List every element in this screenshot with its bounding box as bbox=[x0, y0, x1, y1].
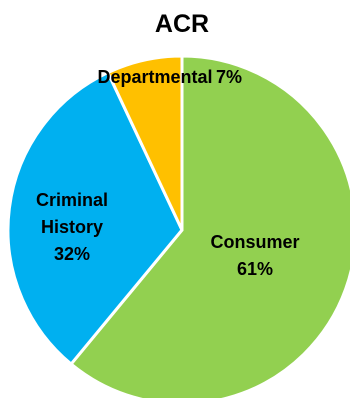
pie-slice-departmental bbox=[106, 54, 184, 232]
pie-slice-consumer bbox=[69, 54, 350, 398]
slice-label-departmental: Departmental bbox=[97, 67, 212, 87]
slice-label-criminal-history-line1: Criminal bbox=[36, 190, 108, 210]
slice-label-consumer: Consumer bbox=[210, 232, 299, 252]
pie-slices bbox=[6, 54, 350, 398]
pie-slice-criminal-history bbox=[6, 71, 184, 366]
slice-label-criminal-history-line2: History bbox=[41, 217, 103, 237]
slice-value-departmental: 7% bbox=[216, 67, 242, 87]
slice-value-criminal-history: 32% bbox=[54, 244, 90, 264]
chart-title: ACR bbox=[155, 10, 209, 38]
slice-value-consumer: 61% bbox=[237, 259, 273, 279]
